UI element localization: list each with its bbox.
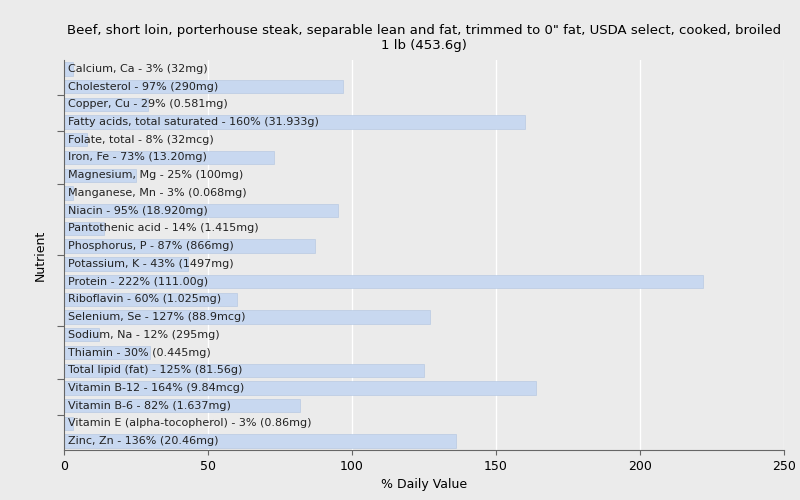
Text: Manganese, Mn - 3% (0.068mg): Manganese, Mn - 3% (0.068mg): [68, 188, 247, 198]
Bar: [64, 98, 147, 111]
Bar: [64, 204, 338, 218]
Bar: [64, 186, 73, 200]
Text: Protein - 222% (111.00g): Protein - 222% (111.00g): [68, 276, 209, 286]
X-axis label: % Daily Value: % Daily Value: [381, 478, 467, 492]
Y-axis label: Nutrient: Nutrient: [34, 230, 46, 280]
Bar: [64, 399, 300, 412]
Text: Phosphorus, P - 87% (866mg): Phosphorus, P - 87% (866mg): [68, 241, 234, 251]
Text: Total lipid (fat) - 125% (81.56g): Total lipid (fat) - 125% (81.56g): [68, 365, 242, 375]
Text: Selenium, Se - 127% (88.9mcg): Selenium, Se - 127% (88.9mcg): [68, 312, 246, 322]
Bar: [64, 346, 150, 359]
Bar: [64, 151, 274, 164]
Text: Magnesium, Mg - 25% (100mg): Magnesium, Mg - 25% (100mg): [68, 170, 243, 180]
Bar: [64, 62, 73, 76]
Bar: [64, 257, 188, 270]
Bar: [64, 382, 536, 394]
Text: Vitamin B-6 - 82% (1.637mg): Vitamin B-6 - 82% (1.637mg): [68, 400, 231, 410]
Bar: [64, 275, 703, 288]
Text: Vitamin B-12 - 164% (9.84mcg): Vitamin B-12 - 164% (9.84mcg): [68, 383, 245, 393]
Bar: [64, 240, 314, 253]
Text: Riboflavin - 60% (1.025mg): Riboflavin - 60% (1.025mg): [68, 294, 222, 304]
Bar: [64, 364, 424, 377]
Bar: [64, 328, 98, 342]
Text: Pantothenic acid - 14% (1.415mg): Pantothenic acid - 14% (1.415mg): [68, 224, 259, 234]
Bar: [64, 434, 456, 448]
Text: Iron, Fe - 73% (13.20mg): Iron, Fe - 73% (13.20mg): [68, 152, 207, 162]
Bar: [64, 116, 525, 128]
Text: Sodium, Na - 12% (295mg): Sodium, Na - 12% (295mg): [68, 330, 220, 340]
Bar: [64, 168, 136, 182]
Text: Zinc, Zn - 136% (20.46mg): Zinc, Zn - 136% (20.46mg): [68, 436, 219, 446]
Text: Cholesterol - 97% (290mg): Cholesterol - 97% (290mg): [68, 82, 218, 92]
Text: Calcium, Ca - 3% (32mg): Calcium, Ca - 3% (32mg): [68, 64, 208, 74]
Text: Potassium, K - 43% (1497mg): Potassium, K - 43% (1497mg): [68, 259, 234, 269]
Text: Niacin - 95% (18.920mg): Niacin - 95% (18.920mg): [68, 206, 208, 216]
Text: Fatty acids, total saturated - 160% (31.933g): Fatty acids, total saturated - 160% (31.…: [68, 117, 319, 127]
Title: Beef, short loin, porterhouse steak, separable lean and fat, trimmed to 0" fat, : Beef, short loin, porterhouse steak, sep…: [67, 24, 781, 52]
Bar: [64, 292, 237, 306]
Text: Vitamin E (alpha-tocopherol) - 3% (0.86mg): Vitamin E (alpha-tocopherol) - 3% (0.86m…: [68, 418, 312, 428]
Bar: [64, 310, 430, 324]
Bar: [64, 417, 73, 430]
Bar: [64, 222, 104, 235]
Bar: [64, 133, 87, 146]
Bar: [64, 80, 343, 93]
Text: Copper, Cu - 29% (0.581mg): Copper, Cu - 29% (0.581mg): [68, 100, 228, 110]
Text: Folate, total - 8% (32mcg): Folate, total - 8% (32mcg): [68, 135, 214, 145]
Text: Thiamin - 30% (0.445mg): Thiamin - 30% (0.445mg): [68, 348, 211, 358]
